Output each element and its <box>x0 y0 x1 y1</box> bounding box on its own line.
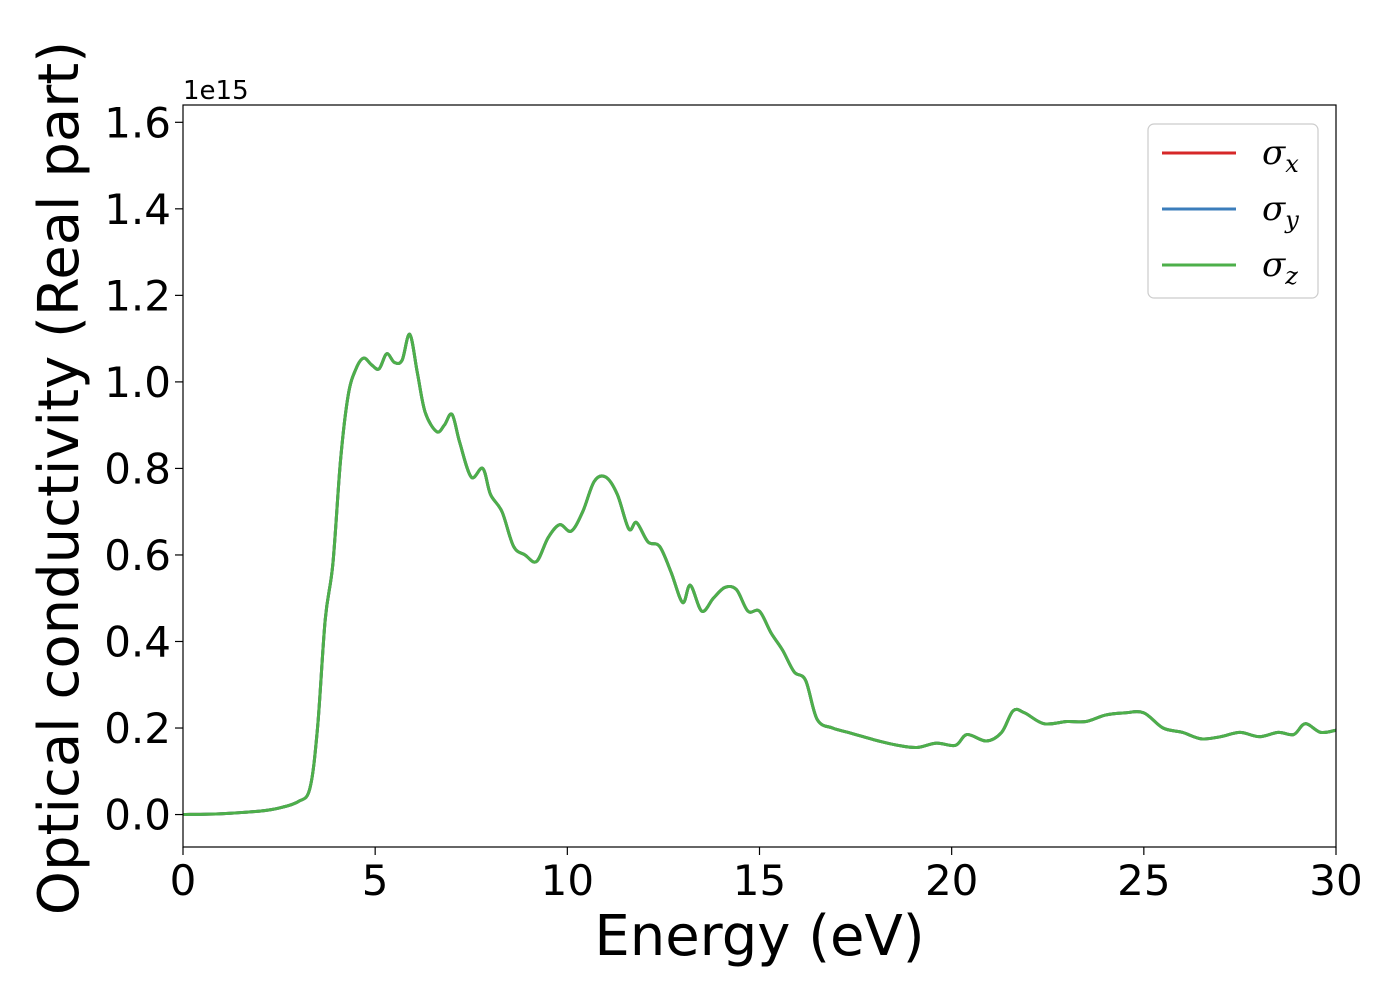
legend-label: σy <box>1262 189 1299 234</box>
y-axis-offset-label: 1e15 <box>183 76 249 106</box>
y-axis-ticks: 0.0 0.2 0.4 0.6 0.8 1.0 1.2 1.4 1.6 <box>104 98 183 840</box>
series-line-3 <box>183 332 1336 817</box>
x-tick-label: 30 <box>1309 856 1362 905</box>
series-lines <box>183 332 1336 817</box>
y-tick-label: 1.4 <box>104 185 171 234</box>
y-tick-label: 0.2 <box>104 704 171 753</box>
x-tick-label: 15 <box>733 856 786 905</box>
y-axis-label: Optical conductivity (Real part) <box>27 41 92 915</box>
y-tick-label: 0.8 <box>104 444 171 493</box>
legend-box <box>1147 123 1319 299</box>
x-axis-label: Energy (eV) <box>594 904 924 969</box>
y-tick-label: 1.2 <box>104 271 171 320</box>
y-tick-label: 0.6 <box>104 531 171 580</box>
x-axis-ticks: 0 5 10 15 20 25 30 <box>170 847 1363 905</box>
x-tick-label: 20 <box>925 856 978 905</box>
legend: σx σy σz <box>1147 123 1319 299</box>
y-tick-label: 0.0 <box>104 791 171 840</box>
x-tick-label: 25 <box>1117 856 1170 905</box>
y-tick-label: 0.4 <box>104 617 171 666</box>
y-tick-label: 1.6 <box>104 98 171 147</box>
x-tick-label: 0 <box>170 856 197 905</box>
y-tick-label: 1.0 <box>104 358 171 407</box>
legend-label: σz <box>1262 245 1298 290</box>
x-tick-label: 5 <box>362 856 389 905</box>
x-tick-label: 10 <box>541 856 594 905</box>
legend-label: σx <box>1262 133 1299 178</box>
